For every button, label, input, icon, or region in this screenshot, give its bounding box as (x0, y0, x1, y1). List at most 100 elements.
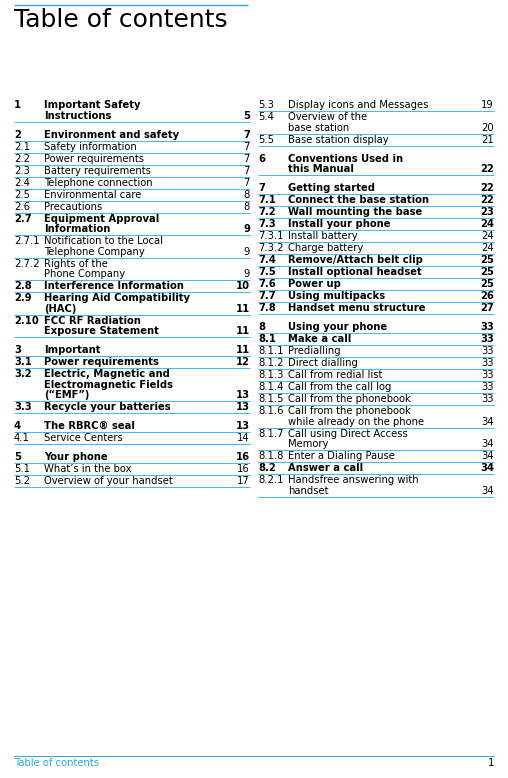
Text: 8: 8 (244, 190, 250, 199)
Text: Install your phone: Install your phone (288, 219, 391, 229)
Text: 2.10: 2.10 (14, 316, 39, 325)
Text: 7.4: 7.4 (258, 255, 276, 265)
Text: 1: 1 (488, 758, 494, 768)
Text: Make a call: Make a call (288, 334, 351, 344)
Text: 34: 34 (482, 416, 494, 426)
Text: 2.4: 2.4 (14, 177, 30, 187)
Text: 3.1: 3.1 (14, 357, 32, 367)
Text: 7.8: 7.8 (258, 303, 276, 313)
Text: Important Safety: Important Safety (44, 100, 141, 110)
Text: 7: 7 (243, 129, 250, 139)
Text: 2.9: 2.9 (14, 293, 31, 303)
Text: 5.1: 5.1 (14, 464, 30, 474)
Text: Overview of the: Overview of the (288, 112, 367, 122)
Text: Base station display: Base station display (288, 135, 389, 145)
Text: Environmental care: Environmental care (44, 190, 141, 199)
Text: 34: 34 (482, 485, 494, 496)
Text: 7.1: 7.1 (258, 195, 276, 205)
Text: 7: 7 (258, 183, 265, 193)
Text: 22: 22 (480, 164, 494, 174)
Text: Table of contents: Table of contents (14, 758, 99, 768)
Text: Hearing Aid Compatibility: Hearing Aid Compatibility (44, 293, 190, 303)
Text: 8.1: 8.1 (258, 334, 276, 344)
Text: 8.1.7: 8.1.7 (258, 429, 283, 439)
Text: (“EMF”): (“EMF”) (44, 390, 89, 400)
Text: Battery requirements: Battery requirements (44, 166, 151, 176)
Text: 8.1.8: 8.1.8 (258, 451, 283, 461)
Text: 2.6: 2.6 (14, 202, 30, 212)
Text: 16: 16 (236, 452, 250, 462)
Text: Remove/Attach belt clip: Remove/Attach belt clip (288, 255, 423, 265)
Text: 7.2: 7.2 (258, 207, 276, 217)
Text: 2.8: 2.8 (14, 281, 31, 291)
Text: 8.1.3: 8.1.3 (258, 370, 283, 380)
Text: 26: 26 (480, 291, 494, 301)
Text: Connect the base station: Connect the base station (288, 195, 429, 205)
Text: Safety information: Safety information (44, 142, 137, 152)
Text: Precautions: Precautions (44, 202, 102, 212)
Text: 8.1.2: 8.1.2 (258, 358, 283, 368)
Text: 2.5: 2.5 (14, 190, 30, 199)
Text: 2.7.1: 2.7.1 (14, 236, 40, 246)
Text: 25: 25 (480, 255, 494, 265)
Text: 5.5: 5.5 (258, 135, 274, 145)
Text: 8.1.6: 8.1.6 (258, 406, 283, 416)
Text: 19: 19 (481, 100, 494, 110)
Text: Recycle your batteries: Recycle your batteries (44, 402, 171, 412)
Text: Electric, Magnetic and: Electric, Magnetic and (44, 369, 170, 379)
Text: 16: 16 (237, 464, 250, 474)
Text: 7.3: 7.3 (258, 219, 276, 229)
Text: 13: 13 (236, 390, 250, 400)
Text: 34: 34 (482, 439, 494, 449)
Text: Important: Important (44, 345, 101, 355)
Text: 5.3: 5.3 (258, 100, 274, 110)
Text: 7.3.2: 7.3.2 (258, 243, 283, 253)
Text: 2: 2 (14, 129, 21, 139)
Text: Call from the phonebook: Call from the phonebook (288, 406, 411, 416)
Text: 33: 33 (482, 370, 494, 380)
Text: 7: 7 (244, 166, 250, 176)
Text: 10: 10 (236, 281, 250, 291)
Text: 13: 13 (236, 402, 250, 412)
Text: 7.7: 7.7 (258, 291, 276, 301)
Text: 24: 24 (480, 219, 494, 229)
Text: 33: 33 (482, 382, 494, 392)
Text: 21: 21 (481, 135, 494, 145)
Text: 12: 12 (236, 357, 250, 367)
Text: 33: 33 (480, 322, 494, 332)
Text: Call from the call log: Call from the call log (288, 382, 391, 392)
Text: Environment and safety: Environment and safety (44, 129, 179, 139)
Text: 7.5: 7.5 (258, 267, 276, 277)
Text: 22: 22 (480, 195, 494, 205)
Text: 25: 25 (480, 279, 494, 289)
Text: 11: 11 (236, 345, 250, 355)
Text: Answer a call: Answer a call (288, 463, 363, 473)
Text: 7: 7 (244, 142, 250, 152)
Text: 33: 33 (482, 394, 494, 404)
Text: 33: 33 (482, 346, 494, 356)
Text: 25: 25 (480, 267, 494, 277)
Text: (HAC): (HAC) (44, 303, 76, 314)
Text: Rights of the: Rights of the (44, 258, 108, 268)
Text: Equipment Approval: Equipment Approval (44, 213, 159, 223)
Text: Power requirements: Power requirements (44, 153, 144, 163)
Text: 5.2: 5.2 (14, 476, 30, 486)
Text: 24: 24 (482, 243, 494, 253)
Text: 4: 4 (14, 421, 21, 431)
Text: handset: handset (288, 485, 329, 496)
Text: 20: 20 (482, 122, 494, 132)
Text: 8.1.1: 8.1.1 (258, 346, 283, 356)
Text: 3.2: 3.2 (14, 369, 31, 379)
Text: 5.4: 5.4 (258, 112, 274, 122)
Text: Telephone connection: Telephone connection (44, 177, 152, 187)
Text: 11: 11 (236, 303, 250, 314)
Text: Using your phone: Using your phone (288, 322, 387, 332)
Text: Enter a Dialing Pause: Enter a Dialing Pause (288, 451, 395, 461)
Text: Install battery: Install battery (288, 231, 358, 241)
Text: while already on the phone: while already on the phone (288, 416, 424, 426)
Text: Overview of your handset: Overview of your handset (44, 476, 173, 486)
Text: 22: 22 (480, 183, 494, 193)
Text: 2.7.2: 2.7.2 (14, 258, 40, 268)
Text: Information: Information (44, 224, 110, 234)
Text: Table of contents: Table of contents (14, 8, 228, 32)
